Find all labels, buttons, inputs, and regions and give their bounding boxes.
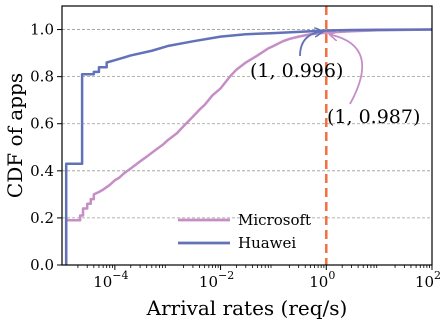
x-tick-label: 10−2 [199, 269, 234, 291]
annotation-huawei: (1, 0.996) [250, 60, 343, 82]
annotations: (1, 0.996) (1, 0.987) [250, 32, 420, 128]
y-tick-label: 0.8 [30, 68, 54, 86]
series-line-microsoft [64, 28, 433, 265]
legend: Microsoft Huawei [178, 211, 311, 252]
y-tick-label: 0.4 [30, 162, 54, 180]
y-tick-label: 0.6 [30, 115, 54, 133]
y-tick-label: 1.0 [30, 21, 54, 39]
legend-label: Huawei [238, 234, 296, 252]
x-tick-label: 10−4 [93, 269, 128, 291]
x-tick-label: 102 [415, 269, 441, 291]
x-tick-label: 100 [309, 269, 335, 291]
gridlines [62, 29, 432, 219]
y-tick-label: 0.2 [30, 209, 54, 227]
y-axis-label: CDF of apps [3, 73, 27, 198]
y-tick-label: 0.0 [30, 256, 54, 274]
legend-label: Microsoft [238, 211, 311, 229]
plot-frame [61, 5, 433, 266]
annotation-microsoft: (1, 0.987) [327, 106, 420, 128]
x-axis-label: Arrival rates (req/s) [146, 296, 348, 320]
annotation-arrow-huawei [299, 32, 322, 57]
series-layer [64, 28, 433, 265]
series-line-huawei [64, 28, 433, 265]
annotation-arrow-microsoft [330, 35, 364, 105]
ticks: 0.0 0.2 0.4 0.6 0.8 1.0 10−4 10−2 100 102 [30, 21, 441, 291]
